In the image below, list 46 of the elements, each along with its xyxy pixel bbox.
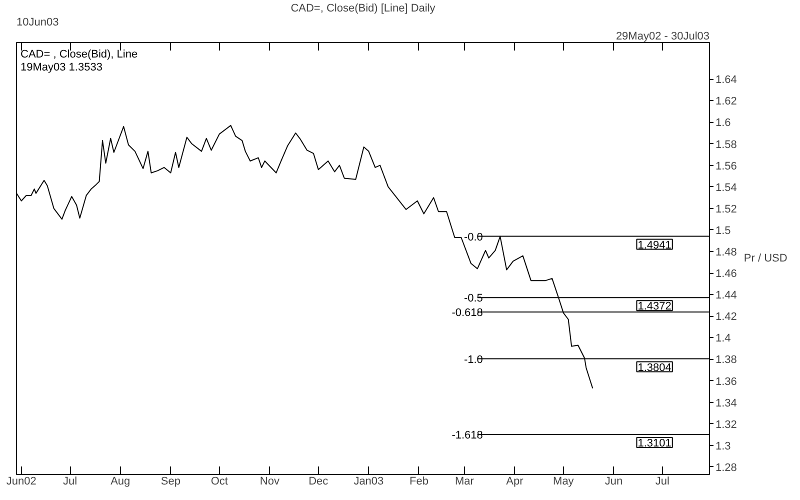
ref-line-label: 1.3804 (638, 362, 672, 374)
y-tick-label: 1.3 (716, 440, 731, 452)
annotation: -1.0 (464, 354, 483, 366)
y-tick-label: 1.44 (716, 290, 737, 302)
x-tick-label: Jun (604, 476, 623, 488)
y-tick-label: 1.48 (716, 246, 737, 258)
x-tick-label: Jul (655, 476, 670, 488)
y-tick-label: 1.4 (716, 332, 731, 345)
ref-line-label: 1.4941 (638, 239, 672, 252)
y-tick-label: 1.52 (716, 203, 737, 216)
y-tick-label: 1.54 (716, 182, 737, 194)
x-tick-label: Aug (110, 476, 130, 488)
y-tick-label: 1.46 (716, 268, 737, 280)
y-tick-label: 1.56 (716, 160, 737, 172)
y-tick-label: 1.28 (716, 462, 737, 474)
x-tick-label: Jan03 (354, 476, 384, 488)
x-tick-label: Jul (63, 476, 78, 488)
y-tick-label: 1.34 (716, 397, 737, 410)
text: 29May02 - 30Jul03 (616, 30, 710, 42)
chart-title: CAD=, Close(Bid) [Line] Daily (290, 2, 436, 14)
y-tick-label: 1.42 (716, 311, 737, 324)
annotation: -0.0 (464, 231, 483, 244)
ref-line-label: 1.4372 (638, 300, 672, 313)
y-tick-label: 1.6 (716, 117, 731, 130)
annotation: 19May03 1.3533 (20, 62, 102, 74)
x-tick-label: Jun02 (6, 476, 36, 488)
x-tick-label: Dec (308, 476, 329, 488)
y-tick-label: 1.62 (716, 96, 737, 108)
x-tick-label: Oct (210, 476, 228, 488)
annotation: -0.5 (464, 292, 483, 305)
y-tick-label: 1.64 (716, 74, 737, 86)
x-tick-label: Apr (506, 476, 524, 488)
ref-line-label: 1.3101 (638, 438, 672, 450)
y-tick-label: 1.5 (716, 224, 731, 237)
text: 10Jun03 (16, 16, 59, 28)
x-tick-label: Sep (160, 476, 180, 488)
y-tick-label: 1.36 (716, 376, 737, 388)
y-tick-label: 1.38 (716, 354, 737, 366)
y-tick-label: 1.58 (716, 138, 737, 151)
x-tick-label: Mar (454, 476, 474, 488)
y-axis-title: Pr / USD (744, 252, 788, 264)
x-tick-label: Nov (260, 476, 280, 488)
x-tick-label: May (553, 476, 574, 488)
annotation: CAD= , Close(Bid), Line (20, 48, 138, 60)
y-tick-label: 1.32 (716, 418, 737, 431)
x-tick-label: Feb (410, 476, 428, 488)
